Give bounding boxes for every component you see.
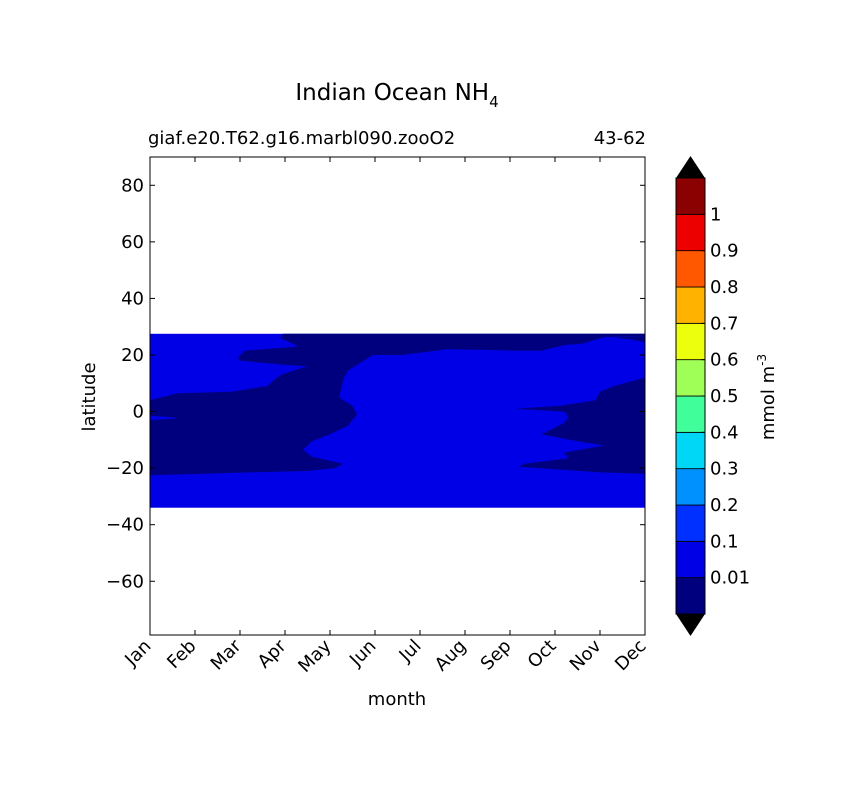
x-tick-label: Feb: [163, 636, 200, 673]
colorbar-under-arrow: [676, 614, 705, 636]
y-axis-label: latitude: [79, 362, 100, 431]
colorbar-label: mmol m-3: [755, 354, 779, 440]
contour-region-below-0.01-west: [150, 333, 645, 476]
colorbar-segment: [675, 577, 706, 615]
colorbar-segment: [675, 504, 706, 542]
colorbar-segment: [675, 468, 706, 506]
contour-region-below-0.01-east: [514, 336, 645, 474]
x-axis-label: month: [368, 689, 426, 710]
y-tick-label: −20: [106, 458, 144, 479]
chart-title: Indian Ocean NH4: [295, 80, 498, 111]
x-tick-label: Jul: [395, 636, 426, 667]
x-tick-label: Nov: [566, 635, 606, 675]
y-tick-label: −40: [106, 515, 144, 536]
x-tick-label: Mar: [207, 635, 246, 674]
plot-area: Jan Feb Mar Apr May Jun Jul Aug Sep Oct Nov Dec 80 60…: [106, 156, 651, 677]
colorbar-segment: [675, 322, 706, 361]
x-tick-label: Dec: [611, 636, 650, 675]
y-tick-label: 40: [121, 288, 144, 309]
y-tick-label: 20: [121, 345, 144, 366]
colorbar-tick-label: 0.3: [710, 459, 739, 480]
colorbar-over-arrow: [676, 156, 705, 178]
colorbar-segment: [675, 213, 706, 252]
colorbar-segment: [675, 540, 706, 579]
colorbar-tick-label: 1: [710, 204, 721, 225]
colorbar-tick-label: 0.2: [710, 495, 739, 516]
colorbar-segment: [675, 177, 706, 215]
plot-frame: [149, 156, 646, 636]
colorbar-tick-label: 0.9: [710, 241, 739, 262]
y-tick-label: −60: [106, 571, 144, 592]
chart-subtitle-left: giaf.e20.T62.g16.marbl090.zooO2: [148, 128, 455, 149]
colorbar-segment: [675, 286, 706, 324]
colorbar-tick-label: 0.4: [710, 422, 739, 443]
y-tick-label: 60: [121, 232, 144, 253]
colorbar-tick-label: 0.5: [710, 386, 739, 407]
colorbar-tick-label: 0.6: [710, 350, 739, 371]
x-tick-label: Oct: [524, 636, 561, 673]
chart-subtitle-right: 43-62: [594, 128, 646, 149]
colorbar-segment: [675, 431, 706, 470]
colorbar-segment: [675, 395, 706, 433]
colorbar: 0.01 0.1 0.2 0.3 0.4 0.5 0.6 0.7 0.8 0.9 1: [675, 156, 750, 636]
x-tick-label: May: [294, 635, 335, 676]
y-tick-label: 0: [133, 402, 144, 423]
colorbar-tick-label: 0.8: [710, 277, 739, 298]
colorbar-segment: [675, 359, 706, 397]
x-tick-label: Jan: [120, 636, 155, 671]
x-tick-label: Apr: [254, 635, 291, 672]
x-tick-label: Aug: [431, 636, 471, 676]
contour-layer: [150, 333, 645, 508]
colorbar-segment: [675, 250, 706, 288]
colorbar-tick-label: 0.1: [710, 531, 739, 552]
x-tick-label: Jun: [345, 636, 380, 671]
colorbar-tick-label: 0.01: [710, 568, 750, 589]
y-tick-label: 80: [121, 175, 144, 196]
colorbar-tick-label: 0.7: [710, 313, 739, 334]
x-tick-label: Sep: [477, 636, 516, 675]
